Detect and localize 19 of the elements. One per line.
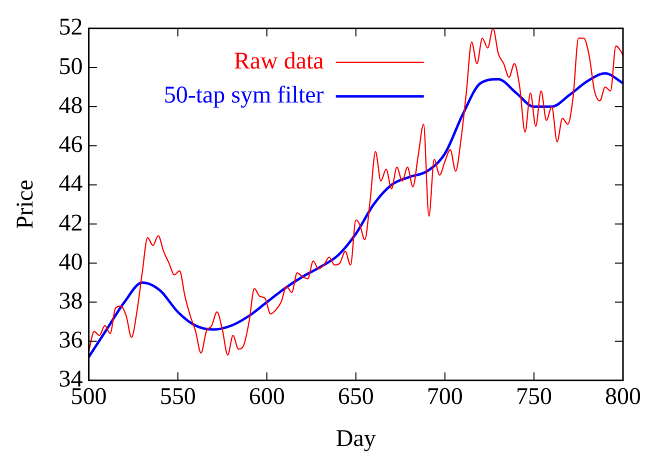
y-tick-label: 52 bbox=[58, 14, 83, 41]
y-tick-label: 44 bbox=[58, 171, 83, 198]
y-tick-label: 40 bbox=[58, 249, 83, 276]
y-tick-label: 50 bbox=[58, 54, 83, 80]
y-axis-title: Price bbox=[12, 180, 39, 230]
x-tick-label: 650 bbox=[338, 384, 374, 410]
x-tick-label: 600 bbox=[248, 384, 285, 410]
y-tick-label: 36 bbox=[58, 328, 83, 354]
x-tick-label: 800 bbox=[605, 384, 641, 410]
y-tick-label: 38 bbox=[58, 288, 83, 314]
x-tick-label: 700 bbox=[426, 384, 463, 410]
y-tick-label: 48 bbox=[58, 92, 83, 119]
legend-label: 50-tap sym filter bbox=[164, 82, 324, 109]
y-tick-label: 46 bbox=[58, 132, 83, 158]
x-axis-title: Day bbox=[336, 426, 376, 452]
y-tick-label: 42 bbox=[58, 210, 83, 236]
legend-label: Raw data bbox=[234, 48, 324, 75]
x-tick-label: 750 bbox=[516, 384, 552, 410]
x-tick-label: 550 bbox=[160, 384, 196, 410]
